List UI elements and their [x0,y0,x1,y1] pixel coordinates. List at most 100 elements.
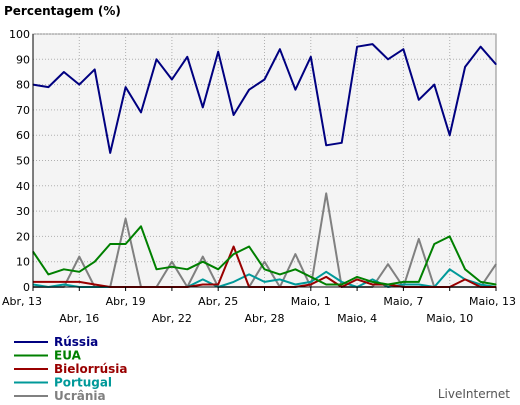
y-tick-label: 50 [16,155,30,168]
data-point [171,261,173,263]
x-tick-label: Abr, 25 [198,295,238,308]
data-point [479,281,482,283]
data-point [78,84,80,86]
data-point [186,268,188,270]
y-tick-label: 10 [16,256,30,269]
data-point [202,278,204,281]
data-point [310,281,312,283]
y-tick-label: 90 [16,53,30,66]
data-point [217,283,219,286]
x-tick-label: Abr, 13 [2,295,42,308]
x-tick-label: Abr, 22 [152,312,192,325]
data-point [263,78,266,81]
x-tick-label: Maio, 10 [426,312,473,325]
data-point [387,283,389,286]
data-point [233,253,235,255]
data-point [78,281,80,283]
data-point [356,46,358,48]
data-point [279,273,281,275]
data-point [140,111,142,114]
data-point [402,281,404,283]
data-point [94,283,96,286]
chart-title: Percentagem (%) [4,4,121,18]
x-tick-label: Maio, 1 [291,295,331,308]
data-point [63,268,65,270]
data-point [356,276,358,278]
data-point [171,78,173,81]
data-point [387,263,389,265]
data-point [217,268,219,270]
data-point [202,106,204,108]
x-tick-label: Maio, 7 [383,295,423,308]
data-point [47,273,50,275]
data-point [402,48,404,50]
data-point [294,283,296,286]
data-point [63,281,65,283]
data-point [233,245,235,248]
data-point [202,261,204,263]
data-point [325,144,327,146]
y-tick-label: 70 [16,104,30,117]
data-point [171,266,173,268]
data-point [433,243,435,245]
data-point [155,268,158,270]
data-point [47,86,50,88]
data-point [263,281,266,283]
data-point [495,263,497,265]
data-point [371,43,374,45]
data-point [294,268,296,270]
data-point [155,58,158,60]
data-point [418,238,420,240]
legend-label: Ucrânia [54,389,106,403]
data-point [371,281,374,283]
x-tick-label: Maio, 13 [469,295,516,308]
data-point [341,142,343,144]
legend-label: EUA [54,349,82,363]
y-tick-label: 60 [16,129,30,142]
x-tick-label: Maio, 4 [337,312,377,325]
x-tick-label: Abr, 19 [106,295,146,308]
data-point [464,268,466,270]
data-point [325,283,327,286]
data-point [233,114,235,116]
data-point [418,99,420,101]
data-point [94,68,96,71]
y-tick-label: 80 [16,79,30,92]
data-point [202,283,204,286]
data-point [479,46,482,48]
data-point [341,281,343,283]
data-point [418,281,420,283]
data-point [495,283,497,286]
data-point [78,271,80,273]
data-point [479,283,482,286]
data-point [94,261,96,263]
legend-label: Bielorrúsia [54,362,128,376]
data-point [310,56,312,58]
x-tick-label: Abr, 28 [244,312,284,325]
data-point [109,243,111,245]
data-point [263,268,266,270]
data-point [63,71,65,73]
data-point [325,276,327,278]
data-point [371,278,374,281]
y-tick-label: 20 [16,230,30,243]
data-point [464,278,466,281]
y-axis-ticks: 0 10 20 30 40 50 60 70 80 90 100 [9,28,30,294]
data-point [356,278,358,281]
data-point [47,281,50,283]
data-point [233,281,235,283]
data-point [248,89,250,91]
data-point [402,283,404,286]
y-tick-label: 100 [9,28,30,41]
data-point [449,268,451,270]
legend-label: Rússia [54,335,98,349]
x-tick-label: Abr, 16 [59,312,99,325]
data-point [294,253,296,255]
x-axis-ticks: Abr, 13 Abr, 16 Abr, 19 Abr, 22 Abr, 25 Abr, … [2,287,516,325]
data-point [387,58,389,60]
data-point [449,235,451,237]
y-tick-label: 0 [23,281,30,294]
data-point [325,192,327,194]
